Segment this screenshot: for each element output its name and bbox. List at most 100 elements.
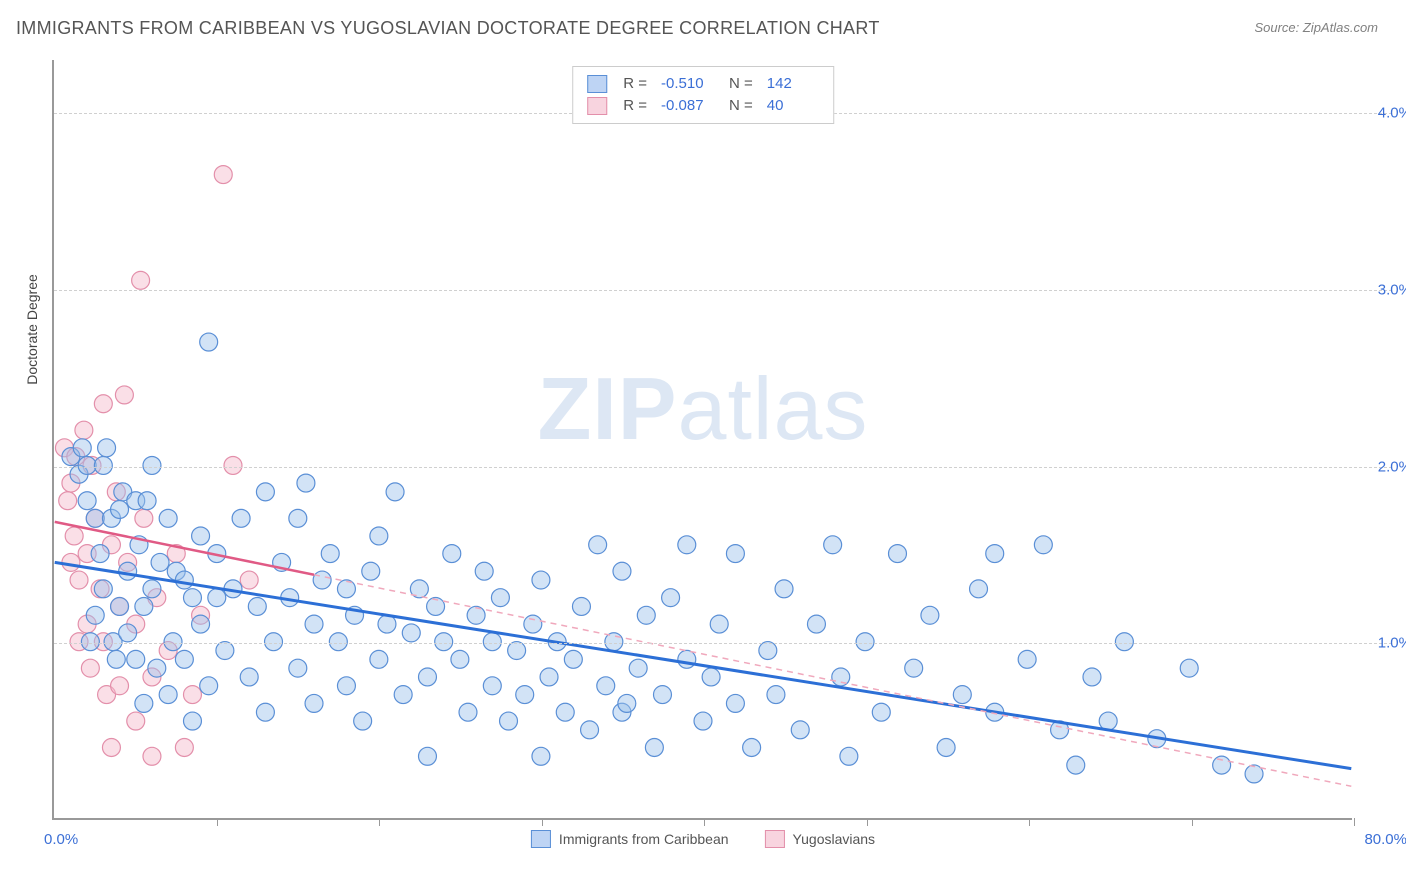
data-point	[759, 642, 777, 660]
data-point	[67, 448, 85, 466]
data-point	[62, 553, 80, 571]
data-point	[548, 633, 566, 651]
data-point	[192, 527, 210, 545]
data-point	[65, 527, 83, 545]
data-point	[775, 580, 793, 598]
data-point	[483, 633, 501, 651]
data-point	[183, 686, 201, 704]
data-point	[107, 483, 125, 501]
data-point	[953, 686, 971, 704]
y-tick-label: 1.0%	[1357, 635, 1406, 652]
n-label: N =	[729, 73, 753, 95]
legend-label: Yugoslavians	[793, 831, 876, 847]
data-point	[872, 703, 890, 721]
data-point	[224, 456, 242, 474]
data-point	[726, 694, 744, 712]
data-point	[240, 668, 258, 686]
data-point	[214, 166, 232, 184]
data-point	[459, 703, 477, 721]
data-point	[175, 739, 193, 757]
data-point	[710, 615, 728, 633]
data-point	[86, 606, 104, 624]
data-point	[1034, 536, 1052, 554]
data-point	[98, 439, 116, 457]
y-tick-label: 3.0%	[1357, 281, 1406, 298]
data-point	[1018, 650, 1036, 668]
data-point	[102, 509, 120, 527]
r-label: R =	[623, 73, 647, 95]
data-point	[111, 597, 129, 615]
data-point	[702, 668, 720, 686]
data-point	[346, 606, 364, 624]
data-point	[208, 545, 226, 563]
data-point	[629, 659, 647, 677]
legend-item: Yugoslavians	[765, 830, 876, 848]
data-point	[98, 686, 116, 704]
data-point	[1148, 730, 1166, 748]
data-point	[70, 571, 88, 589]
data-point	[1180, 659, 1198, 677]
data-point	[183, 589, 201, 607]
swatch-blue-icon	[531, 830, 551, 848]
data-point	[273, 553, 291, 571]
r-label: R =	[623, 95, 647, 117]
data-point	[654, 686, 672, 704]
data-point	[143, 456, 161, 474]
data-point	[175, 650, 193, 668]
watermark-bold: ZIP	[538, 359, 678, 458]
data-point	[305, 615, 323, 633]
data-point	[232, 509, 250, 527]
data-point	[102, 739, 120, 757]
data-point	[104, 633, 122, 651]
data-point	[111, 677, 129, 695]
data-point	[183, 712, 201, 730]
x-tick	[1354, 818, 1355, 826]
data-point	[662, 589, 680, 607]
data-point	[856, 633, 874, 651]
data-point	[111, 597, 129, 615]
n-value: 40	[767, 95, 819, 117]
trend-line-caribbean	[55, 562, 1352, 768]
data-point	[256, 483, 274, 501]
data-point	[297, 474, 315, 492]
data-point	[216, 642, 234, 660]
data-point	[83, 456, 101, 474]
legend-stats-row: R = -0.510 N = 142	[587, 73, 819, 95]
data-point	[824, 536, 842, 554]
data-point	[540, 668, 558, 686]
data-point	[386, 483, 404, 501]
data-point	[419, 747, 437, 765]
data-point	[119, 624, 137, 642]
x-axis-max-label: 80.0%	[1364, 831, 1406, 848]
data-point	[362, 562, 380, 580]
data-point	[1245, 765, 1263, 783]
gridline	[54, 467, 1392, 468]
legend-stats: R = -0.510 N = 142 R = -0.087 N = 40	[572, 66, 834, 124]
y-axis-label: Doctorate Degree	[24, 274, 40, 385]
trend-line-yugoslavian-extrapolated	[314, 575, 1351, 787]
data-point	[618, 694, 636, 712]
swatch-blue-icon	[587, 75, 607, 93]
data-point	[143, 580, 161, 598]
data-point	[148, 589, 166, 607]
data-point	[921, 606, 939, 624]
gridline	[54, 290, 1392, 291]
data-point	[427, 597, 445, 615]
data-point	[508, 642, 526, 660]
data-point	[192, 606, 210, 624]
data-point	[605, 633, 623, 651]
data-point	[694, 712, 712, 730]
gridline	[54, 643, 1392, 644]
data-point	[589, 536, 607, 554]
data-point	[143, 668, 161, 686]
data-point	[94, 580, 112, 598]
data-point	[726, 545, 744, 563]
data-point	[159, 509, 177, 527]
data-point	[572, 597, 590, 615]
r-value: -0.510	[661, 73, 713, 95]
data-point	[483, 677, 501, 695]
data-point	[435, 633, 453, 651]
x-tick	[542, 818, 543, 826]
data-point	[91, 580, 109, 598]
data-point	[135, 694, 153, 712]
